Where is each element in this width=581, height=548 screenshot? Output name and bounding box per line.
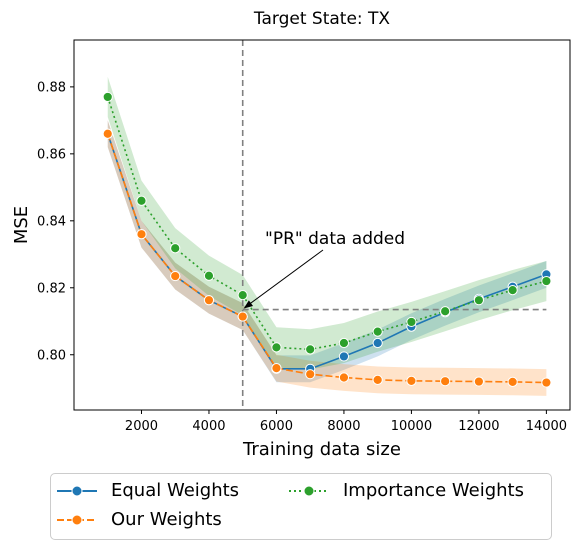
point-our-weights <box>271 363 282 374</box>
x-tick-label: 6000 <box>260 419 293 434</box>
point-importance-weights <box>406 316 417 328</box>
series-points <box>102 91 552 388</box>
x-tick-label: 12000 <box>458 419 499 434</box>
point-our-weights <box>541 377 552 388</box>
point-our-weights <box>507 376 518 387</box>
band-importance-weights <box>107 76 547 370</box>
y-axis-label: MSE <box>11 206 32 244</box>
legend-label-importance-weights: Importance Weights <box>343 480 524 501</box>
y-axis-ticks: 0.80 0.82 0.84 0.86 0.88 <box>37 80 74 363</box>
point-importance-weights <box>102 91 113 103</box>
annotation-arrowhead <box>243 300 254 309</box>
point-our-weights <box>136 229 147 240</box>
point-equal-weights <box>372 337 383 349</box>
x-tick-label: 2000 <box>125 419 158 434</box>
legend-marker-importance-weights <box>289 485 329 496</box>
point-our-weights <box>473 376 484 387</box>
point-our-weights <box>237 311 248 322</box>
reference-lines <box>241 40 547 410</box>
band-equal-weights <box>107 120 547 383</box>
legend-marker-equal-weights <box>57 485 97 496</box>
point-our-weights <box>102 128 113 139</box>
y-tick-label: 0.84 <box>37 214 66 229</box>
x-tick-label: 8000 <box>327 419 360 434</box>
point-our-weights <box>338 372 350 383</box>
x-tick-label: 4000 <box>192 419 225 434</box>
y-tick-label: 0.86 <box>37 147 66 162</box>
point-our-weights <box>440 376 451 387</box>
legend-marker-our-weights <box>57 514 97 525</box>
point-importance-weights <box>271 342 282 353</box>
point-our-weights <box>305 369 316 380</box>
y-tick-label: 0.80 <box>37 348 66 363</box>
point-importance-weights <box>338 337 350 349</box>
plot-frame <box>73 39 571 411</box>
legend-item-equal-weights: Equal Weights <box>57 480 239 501</box>
point-importance-weights <box>541 275 552 287</box>
series-lines <box>106 96 547 384</box>
point-importance-weights <box>170 243 181 254</box>
legend: Equal Weights Our Weights Importance Wei… <box>50 473 552 540</box>
y-tick-label: 0.88 <box>37 80 66 95</box>
point-equal-weights <box>338 351 350 362</box>
x-axis-label: Training data size <box>242 439 401 460</box>
point-importance-weights <box>440 306 451 317</box>
point-importance-weights <box>507 285 518 296</box>
legend-item-our-weights: Our Weights <box>57 509 222 530</box>
legend-label-equal-weights: Equal Weights <box>111 480 240 501</box>
point-importance-weights <box>203 270 215 281</box>
annotation-group: "PR" data added <box>243 229 405 309</box>
legend-label-our-weights: Our Weights <box>111 509 222 530</box>
point-importance-weights <box>372 326 383 337</box>
line-our-weights <box>106 133 547 384</box>
x-axis-ticks: 2000 4000 6000 8000 10000 12000 14000 <box>125 410 567 434</box>
point-importance-weights <box>305 344 316 355</box>
point-our-weights <box>372 374 383 385</box>
annotation-text: "PR" data added <box>265 229 405 249</box>
point-importance-weights <box>473 295 484 306</box>
confidence-bands <box>107 76 547 396</box>
point-our-weights <box>203 295 215 306</box>
x-tick-label: 14000 <box>526 419 567 434</box>
annotation-arrow <box>244 249 324 308</box>
x-tick-label: 10000 <box>391 419 432 434</box>
legend-item-importance-weights: Importance Weights <box>289 480 524 501</box>
point-our-weights <box>170 270 181 282</box>
chart-title: Target State: TX <box>253 9 391 29</box>
y-tick-label: 0.82 <box>37 281 66 296</box>
point-our-weights <box>406 375 417 386</box>
point-importance-weights <box>136 195 147 206</box>
line-importance-weights <box>106 96 547 351</box>
point-importance-weights <box>237 290 248 301</box>
